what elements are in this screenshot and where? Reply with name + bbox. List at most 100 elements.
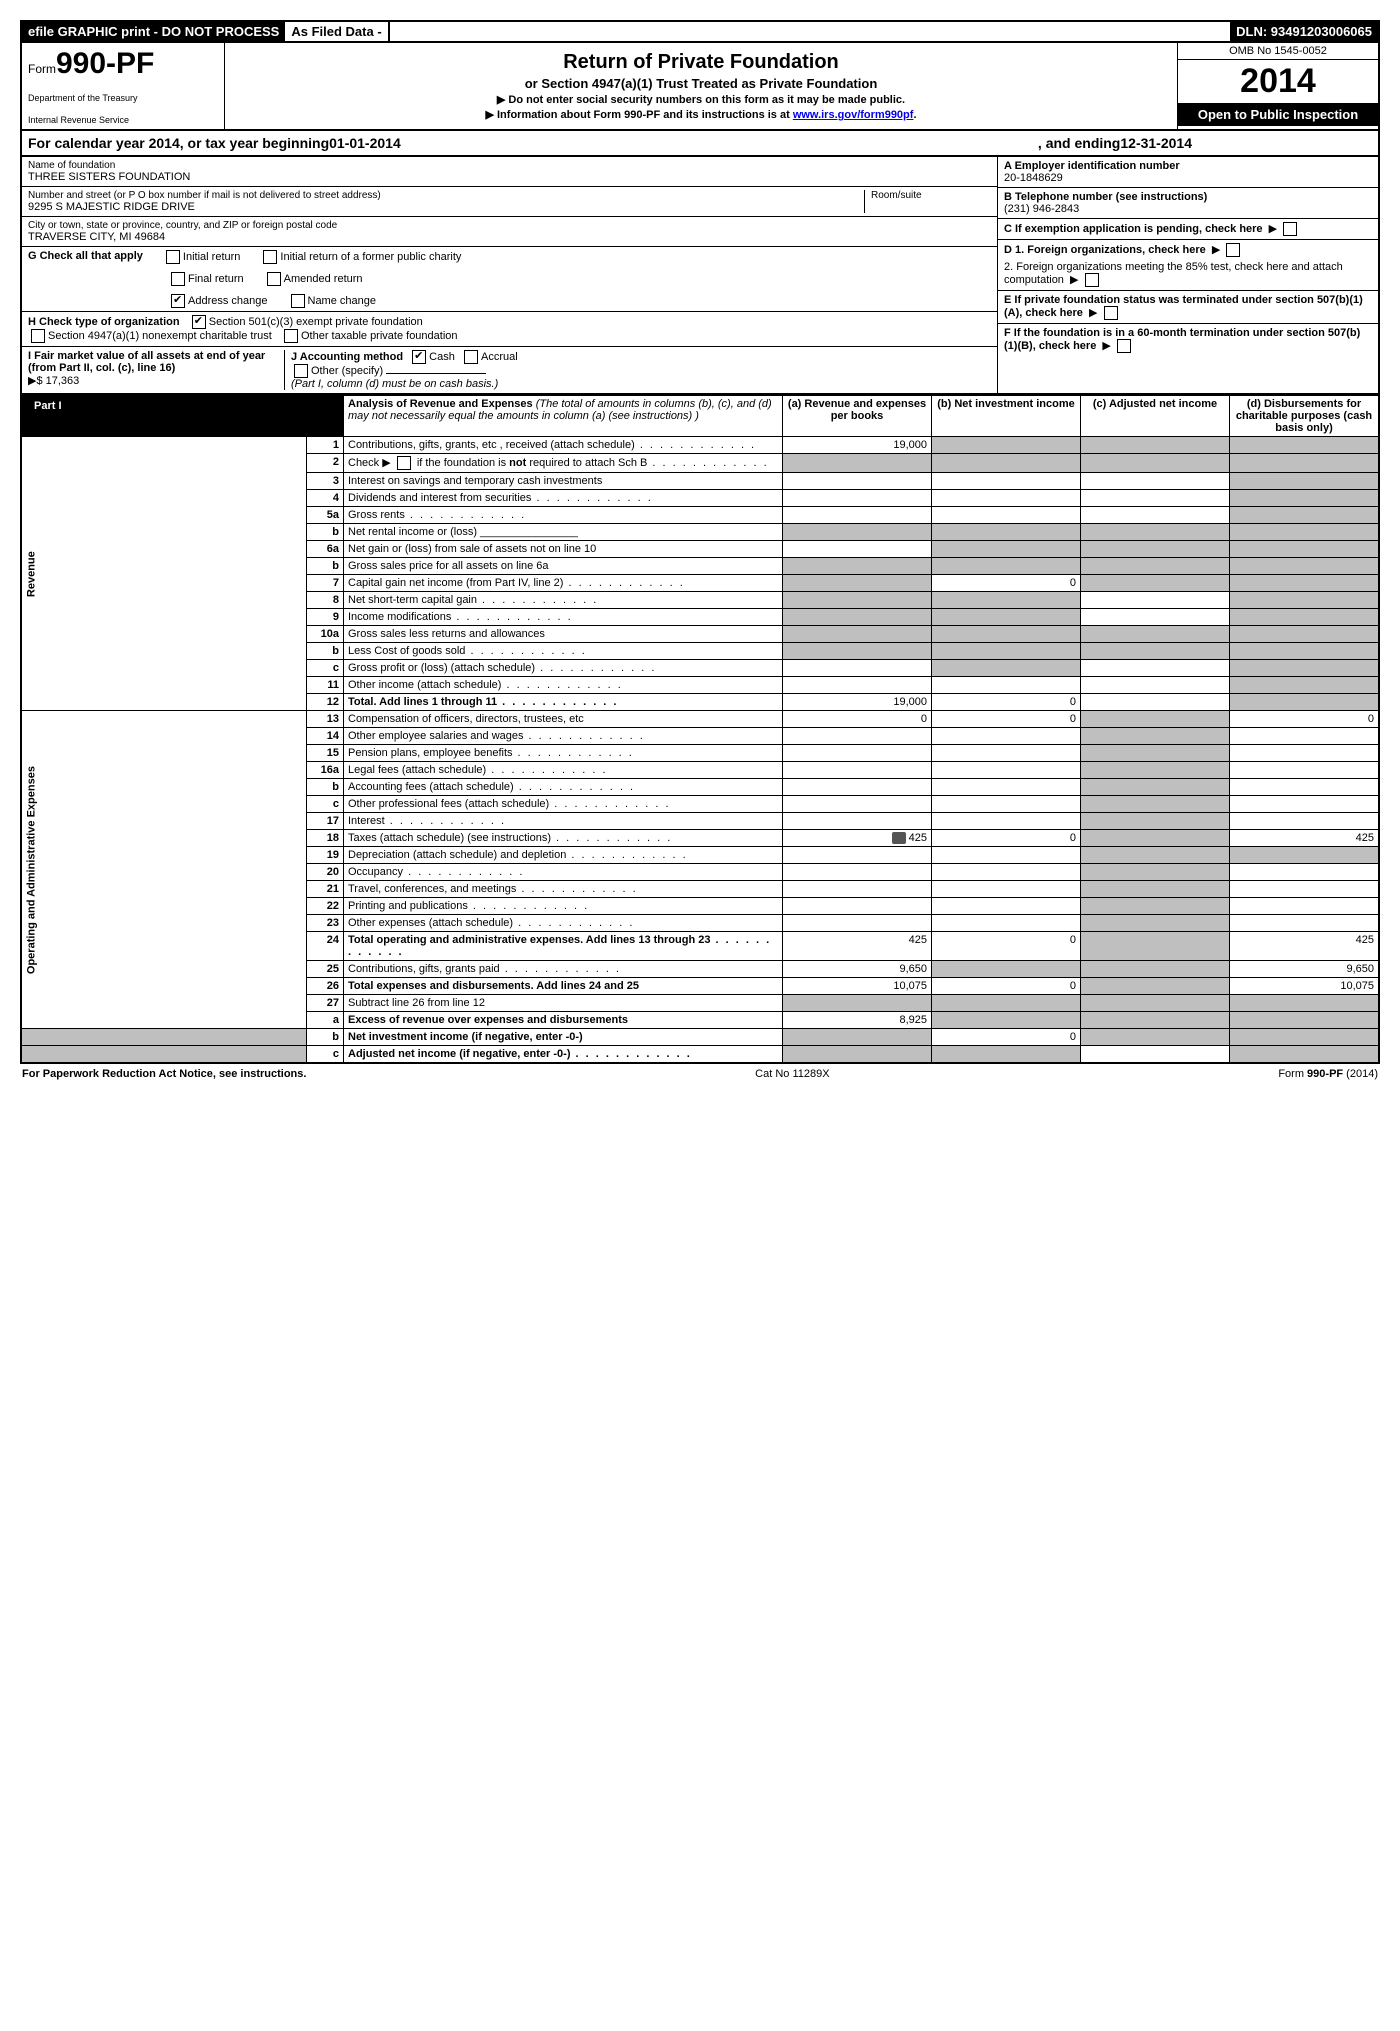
header-left: Form990-PF Department of the Treasury In…: [22, 43, 225, 129]
checkbox-icon[interactable]: [284, 329, 298, 343]
row-val-a: 0: [783, 711, 932, 728]
row-num: 26: [307, 978, 344, 995]
row-num: 23: [307, 915, 344, 932]
table-row: c Adjusted net income (if negative, ente…: [21, 1046, 1379, 1064]
d2-label: 2. Foreign organizations meeting the 85%…: [1004, 261, 1343, 286]
expenses-rotated-label: Operating and Administrative Expenses: [21, 711, 307, 1029]
row-desc: Occupancy: [348, 866, 403, 878]
row-desc: Less Cost of goods sold: [348, 645, 465, 657]
row-desc: Compensation of officers, directors, tru…: [344, 711, 783, 728]
b-cell: B Telephone number (see instructions) (2…: [998, 188, 1378, 219]
checkbox-icon[interactable]: [1104, 306, 1118, 320]
table-row: Revenue 1 Contributions, gifts, grants, …: [21, 437, 1379, 454]
row-num: b: [307, 558, 344, 575]
row-num: 11: [307, 677, 344, 694]
g-cell: G Check all that apply Initial return In…: [22, 247, 997, 312]
e-cell: E If private foundation status was termi…: [998, 291, 1378, 324]
addr-label: Number and street (or P O box number if …: [28, 190, 864, 201]
j-note: (Part I, column (d) must be on cash basi…: [291, 378, 498, 390]
b-value: (231) 946-2843: [1004, 203, 1372, 215]
row-desc: Total. Add lines 1 through 11: [348, 696, 497, 708]
form-number: Form990-PF: [28, 47, 218, 81]
row-desc: Gross sales price for all assets on line…: [344, 558, 783, 575]
row-num: c: [307, 796, 344, 813]
spacer: [390, 22, 1230, 41]
checkbox-icon[interactable]: [1283, 222, 1297, 236]
omb-number: OMB No 1545-0052: [1178, 43, 1378, 60]
checkbox-icon[interactable]: [31, 329, 45, 343]
checkbox-icon[interactable]: [263, 250, 277, 264]
part1-title: Analysis of Revenue and Expenses: [348, 398, 533, 410]
form-num-big: 990-PF: [56, 47, 154, 80]
row-val-d: 425: [1230, 830, 1380, 847]
name-label: Name of foundation: [28, 160, 991, 171]
info-left: Name of foundation THREE SISTERS FOUNDAT…: [22, 157, 997, 393]
e-label: E If private foundation status was termi…: [1004, 294, 1363, 319]
checkbox-checked-icon[interactable]: [171, 294, 185, 308]
row-num: 2: [307, 454, 344, 473]
row-val-b: 0: [932, 932, 1081, 961]
h-cell: H Check type of organization Section 501…: [22, 312, 997, 347]
checkbox-checked-icon[interactable]: [192, 315, 206, 329]
row-desc: Interest: [348, 815, 385, 827]
g-initial-former: Initial return of a former public charit…: [260, 250, 461, 264]
h-4947: Section 4947(a)(1) nonexempt charitable …: [48, 330, 272, 342]
checkbox-icon[interactable]: [397, 456, 411, 470]
checkbox-icon[interactable]: [1117, 339, 1131, 353]
revenue-rotated-label: Revenue: [21, 437, 307, 711]
row-val-b: 0: [932, 1029, 1081, 1046]
note-ssn: ▶ Do not enter social security numbers o…: [231, 93, 1171, 106]
row-desc: Contributions, gifts, grants, etc , rece…: [348, 439, 635, 451]
row-desc: Depreciation (attach schedule) and deple…: [348, 849, 566, 861]
row-desc: Interest on savings and temporary cash i…: [344, 473, 783, 490]
row-val-d: 10,075: [1230, 978, 1380, 995]
j-accrual: Accrual: [481, 351, 518, 363]
table-row: Operating and Administrative Expenses 13…: [21, 711, 1379, 728]
row-desc: Total expenses and disbursements. Add li…: [344, 978, 783, 995]
row-val-a: 9,650: [783, 961, 932, 978]
row-num: c: [307, 1046, 344, 1064]
addr-cell: Number and street (or P O box number if …: [22, 187, 997, 217]
row-desc: Net investment income (if negative, ente…: [344, 1029, 783, 1046]
room-label: Room/suite: [871, 190, 991, 201]
checkbox-icon[interactable]: [267, 272, 281, 286]
row-desc: Contributions, gifts, grants paid: [348, 963, 500, 975]
checkbox-icon[interactable]: [291, 294, 305, 308]
checkbox-icon[interactable]: [1226, 243, 1240, 257]
row-val-a: 425: [783, 932, 932, 961]
checkbox-icon[interactable]: [166, 250, 180, 264]
ij-cell: I Fair market value of all assets at end…: [22, 347, 997, 393]
row-num: 24: [307, 932, 344, 961]
f-label: F If the foundation is in a 60-month ter…: [1004, 327, 1360, 352]
row-num: b: [307, 524, 344, 541]
row-val-d: 0: [1230, 711, 1380, 728]
irs-link[interactable]: www.irs.gov/form990pf: [793, 109, 914, 121]
dept-irs: Internal Revenue Service: [28, 115, 218, 125]
col-d-header: (d) Disbursements for charitable purpose…: [1230, 396, 1380, 437]
row-val-a: 425: [909, 832, 927, 844]
row-desc: Printing and publications: [348, 900, 468, 912]
row-val-b: 0: [932, 575, 1081, 592]
j-label: J Accounting method: [291, 351, 403, 363]
calyear-end: 12-31-2014: [1120, 135, 1192, 151]
checkbox-icon[interactable]: [1085, 273, 1099, 287]
attachment-icon[interactable]: [892, 832, 906, 844]
row-num: 12: [307, 694, 344, 711]
row-num: a: [307, 1012, 344, 1029]
info-block: Name of foundation THREE SISTERS FOUNDAT…: [20, 157, 1380, 395]
row-num: 20: [307, 864, 344, 881]
checkbox-icon[interactable]: [464, 350, 478, 364]
checkbox-checked-icon[interactable]: [412, 350, 426, 364]
part1-label: Part I: [26, 398, 70, 414]
checkbox-icon[interactable]: [294, 364, 308, 378]
h-other: Other taxable private foundation: [301, 330, 458, 342]
row-val-b: 0: [932, 711, 1081, 728]
row-num: b: [307, 779, 344, 796]
row-val-b: 0: [932, 830, 1081, 847]
row-val-a: 19,000: [783, 694, 932, 711]
checkbox-icon[interactable]: [171, 272, 185, 286]
row-num: 27: [307, 995, 344, 1012]
f-cell: F If the foundation is in a 60-month ter…: [998, 324, 1378, 356]
row-desc: Dividends and interest from securities: [348, 492, 531, 504]
row-num: b: [307, 1029, 344, 1046]
